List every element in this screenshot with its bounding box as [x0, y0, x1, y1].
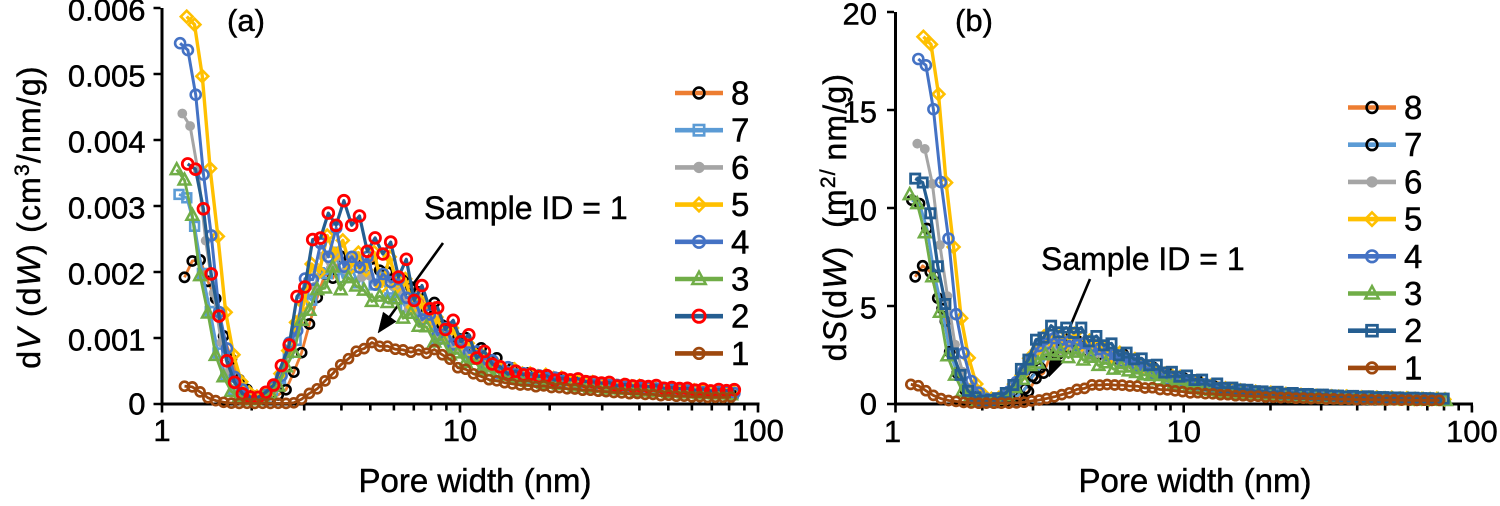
svg-text:Pore width (nm): Pore width (nm) — [1079, 462, 1312, 499]
svg-text:0.001: 0.001 — [68, 323, 146, 358]
svg-text:4: 4 — [731, 223, 749, 260]
svg-text:Sample ID = 1: Sample ID = 1 — [424, 190, 628, 226]
svg-text:3: 3 — [731, 261, 749, 298]
svg-text:dS(dW) (m2/ nm/g): dS(dW) (m2/ nm/g) — [817, 73, 853, 361]
svg-text:6: 6 — [731, 149, 749, 186]
svg-text:0.004: 0.004 — [68, 125, 146, 160]
svg-text:1: 1 — [153, 413, 170, 448]
svg-text:0: 0 — [860, 387, 877, 422]
svg-text:0.005: 0.005 — [68, 59, 146, 94]
svg-text:4: 4 — [1404, 238, 1422, 275]
svg-text:0.003: 0.003 — [68, 191, 146, 226]
svg-text:5: 5 — [1404, 201, 1422, 238]
svg-text:dV (dW) (cm3/nm/g): dV (dW) (cm3/nm/g) — [11, 65, 47, 369]
svg-text:10: 10 — [1166, 414, 1200, 449]
svg-text:20: 20 — [843, 0, 877, 32]
svg-text:Sample ID = 1: Sample ID = 1 — [1041, 241, 1245, 277]
svg-text:1: 1 — [1404, 349, 1422, 386]
svg-text:(a): (a) — [227, 3, 265, 38]
svg-text:7: 7 — [731, 112, 749, 149]
svg-text:100: 100 — [732, 413, 784, 448]
svg-text:7: 7 — [1404, 126, 1422, 163]
svg-text:5: 5 — [731, 186, 749, 223]
svg-text:15: 15 — [843, 95, 877, 130]
svg-text:1: 1 — [731, 335, 749, 372]
svg-text:0: 0 — [128, 387, 145, 422]
svg-text:100: 100 — [1446, 414, 1498, 449]
svg-text:2: 2 — [731, 298, 749, 335]
svg-text:10: 10 — [843, 193, 877, 228]
svg-text:5: 5 — [860, 291, 877, 326]
svg-text:1: 1 — [884, 414, 901, 449]
svg-text:0.002: 0.002 — [68, 257, 146, 292]
svg-text:10: 10 — [443, 413, 477, 448]
svg-text:3: 3 — [1404, 275, 1422, 312]
svg-text:2: 2 — [1404, 312, 1422, 349]
svg-text:(b): (b) — [955, 3, 993, 38]
svg-text:6: 6 — [1404, 163, 1422, 200]
svg-text:8: 8 — [731, 75, 749, 112]
svg-text:0.006: 0.006 — [68, 0, 146, 28]
svg-text:Pore width (nm): Pore width (nm) — [359, 462, 592, 499]
svg-text:8: 8 — [1404, 89, 1422, 126]
